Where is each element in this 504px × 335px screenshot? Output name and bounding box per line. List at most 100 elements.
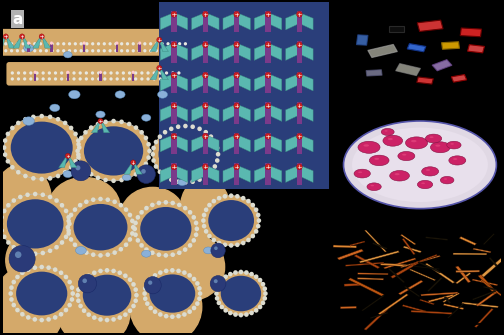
Circle shape (140, 167, 144, 172)
FancyBboxPatch shape (171, 133, 176, 154)
Circle shape (131, 282, 136, 287)
Bar (337, 249, 363, 260)
FancyBboxPatch shape (234, 11, 239, 32)
Circle shape (20, 270, 25, 275)
Bar (468, 45, 484, 53)
Circle shape (171, 103, 177, 109)
Circle shape (223, 243, 227, 247)
Bar (361, 295, 385, 311)
Circle shape (141, 169, 146, 174)
Ellipse shape (145, 270, 200, 317)
Ellipse shape (354, 169, 370, 178)
Circle shape (187, 273, 192, 278)
Circle shape (203, 164, 208, 170)
Circle shape (213, 140, 217, 144)
Circle shape (246, 199, 250, 203)
Bar (413, 266, 439, 270)
Circle shape (97, 71, 100, 75)
Bar (357, 278, 384, 280)
Circle shape (223, 194, 227, 199)
Circle shape (171, 42, 177, 48)
Circle shape (123, 273, 128, 278)
Circle shape (194, 221, 199, 225)
Ellipse shape (221, 276, 261, 311)
Circle shape (153, 309, 157, 314)
Polygon shape (270, 74, 282, 91)
Circle shape (48, 71, 51, 75)
Circle shape (234, 103, 239, 109)
Circle shape (4, 49, 8, 52)
Circle shape (143, 49, 147, 52)
Circle shape (40, 193, 45, 197)
Circle shape (25, 193, 30, 197)
Circle shape (74, 42, 77, 46)
Circle shape (215, 158, 220, 163)
Circle shape (169, 177, 173, 182)
Circle shape (79, 136, 84, 140)
Circle shape (103, 49, 106, 52)
Circle shape (16, 42, 19, 46)
Circle shape (29, 77, 32, 81)
Circle shape (78, 274, 97, 293)
Polygon shape (160, 13, 172, 30)
Circle shape (91, 42, 94, 46)
Polygon shape (301, 166, 313, 183)
Polygon shape (223, 166, 235, 183)
Circle shape (151, 146, 156, 150)
Circle shape (69, 165, 74, 170)
Circle shape (68, 42, 71, 46)
Circle shape (54, 245, 59, 250)
Circle shape (84, 199, 89, 204)
Circle shape (130, 231, 135, 236)
FancyBboxPatch shape (203, 163, 208, 185)
Ellipse shape (388, 138, 393, 140)
Circle shape (9, 246, 35, 272)
Circle shape (66, 71, 70, 75)
Circle shape (84, 250, 89, 255)
Circle shape (12, 245, 16, 250)
Circle shape (23, 174, 28, 178)
Circle shape (117, 315, 122, 320)
Polygon shape (286, 13, 298, 30)
Circle shape (103, 42, 106, 46)
Circle shape (217, 282, 221, 286)
Circle shape (265, 42, 271, 48)
Circle shape (170, 315, 174, 319)
Ellipse shape (158, 131, 212, 178)
Circle shape (86, 273, 91, 278)
Circle shape (158, 134, 162, 139)
Circle shape (25, 251, 30, 255)
Circle shape (220, 278, 224, 282)
Bar (364, 230, 387, 252)
Circle shape (265, 133, 271, 139)
Circle shape (202, 213, 206, 217)
Ellipse shape (122, 174, 131, 181)
Polygon shape (192, 105, 204, 121)
Circle shape (105, 197, 110, 202)
FancyBboxPatch shape (266, 41, 271, 63)
Circle shape (50, 42, 53, 45)
Circle shape (254, 207, 259, 212)
Circle shape (39, 114, 44, 118)
Circle shape (234, 72, 239, 78)
Circle shape (71, 161, 91, 181)
Circle shape (91, 77, 94, 81)
Circle shape (204, 229, 209, 234)
Circle shape (161, 42, 164, 46)
Circle shape (26, 267, 31, 272)
Circle shape (89, 125, 93, 130)
FancyBboxPatch shape (234, 163, 239, 185)
Circle shape (85, 77, 88, 81)
Circle shape (79, 161, 84, 166)
Bar (400, 255, 440, 268)
Polygon shape (270, 135, 282, 152)
Circle shape (97, 49, 100, 52)
Circle shape (213, 164, 217, 169)
Ellipse shape (7, 199, 64, 249)
Circle shape (254, 308, 259, 313)
Circle shape (235, 243, 239, 247)
Circle shape (79, 71, 82, 75)
Circle shape (223, 308, 228, 313)
Polygon shape (286, 166, 298, 183)
Circle shape (64, 308, 68, 313)
